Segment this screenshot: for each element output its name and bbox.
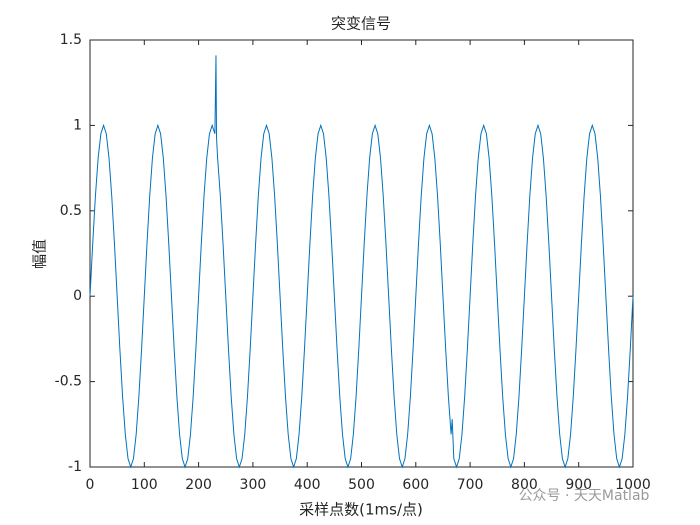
x-axis-label: 采样点数(1ms/点) [299, 501, 423, 519]
x-tick-label: 800 [511, 477, 538, 493]
x-tick-label: 300 [240, 477, 267, 493]
signal-line [89, 55, 634, 469]
y-tick-label: 1 [73, 117, 82, 133]
x-tick-label: 100 [131, 477, 158, 493]
x-tick-label: 400 [294, 477, 321, 493]
y-axis-label: 幅值 [31, 239, 49, 269]
x-tick-label: 1000 [615, 477, 651, 493]
x-tick-label: 900 [565, 477, 592, 493]
x-tick-label: 0 [86, 477, 95, 493]
y-tick-label: 1.5 [60, 32, 82, 48]
y-tick-label: 0 [73, 288, 82, 304]
y-tick-label: 0.5 [60, 203, 82, 219]
chart-title: 突变信号 [331, 15, 391, 33]
watermark: 公众号 · 天天Matlab [519, 488, 650, 504]
y-tick-label: -0.5 [55, 374, 82, 390]
x-tick-label: 200 [185, 477, 212, 493]
y-tick-label: -1 [68, 459, 82, 475]
x-tick-label: 500 [348, 477, 375, 493]
x-tick-label: 600 [402, 477, 429, 493]
x-tick-label: 700 [457, 477, 484, 493]
